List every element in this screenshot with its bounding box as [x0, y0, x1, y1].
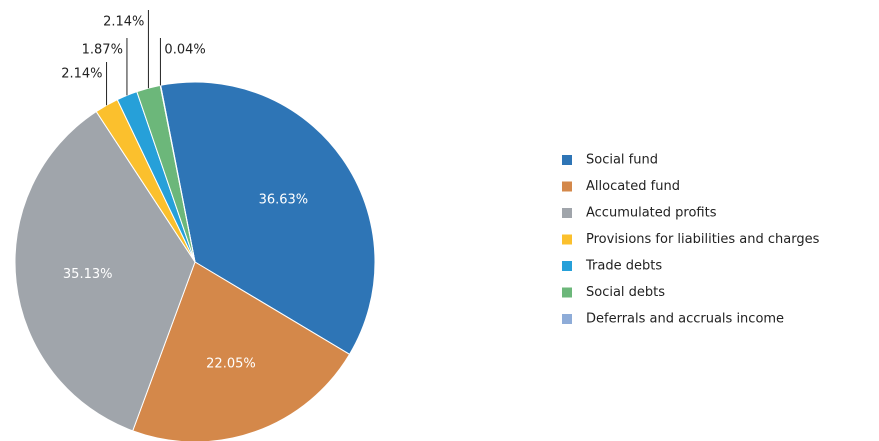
legend-label: Deferrals and accruals income	[586, 312, 784, 327]
legend-swatch	[562, 261, 572, 271]
pie-slice	[160, 81, 376, 356]
legend-label: Accumulated profits	[586, 206, 717, 221]
legend-swatch	[562, 155, 572, 165]
legend-swatch	[562, 287, 572, 298]
pie-slice	[14, 110, 196, 432]
legend-swatch	[562, 208, 572, 218]
slice-label: 0.04%	[164, 43, 205, 58]
legend-swatch	[562, 234, 572, 245]
slice-label: 36.63%	[259, 192, 309, 207]
legend-label: Trade debts	[585, 259, 662, 274]
slice-label: 2.14%	[103, 15, 144, 30]
legend-label: Social fund	[586, 153, 658, 168]
legend-swatch	[562, 314, 572, 324]
legend-swatch	[562, 181, 572, 192]
slice-label: 22.05%	[206, 356, 256, 371]
legend-label: Provisions for liabilities and charges	[586, 232, 820, 247]
legend-label: Allocated fund	[586, 179, 680, 194]
slice-label: 1.87%	[82, 43, 123, 58]
legend-label: Social debts	[586, 285, 665, 300]
pie-slice	[132, 261, 351, 441]
slice-label: 2.14%	[61, 67, 102, 82]
slice-label: 35.13%	[63, 267, 113, 282]
